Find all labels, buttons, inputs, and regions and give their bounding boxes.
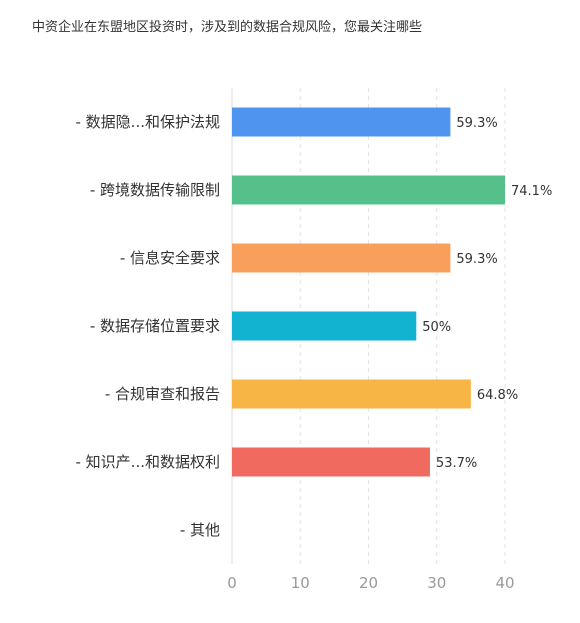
x-tick-label: 40 [495,574,514,592]
category-label: - 跨境数据传输限制 [90,181,220,199]
data-label: 59.3% [456,116,497,131]
category-label: - 数据隐...和保护法规 [76,113,221,131]
data-label: 53.7% [436,456,477,471]
bar [232,311,417,341]
bar [232,243,451,273]
x-tick-label: 10 [291,574,310,592]
category-label: - 信息安全要求 [120,249,220,267]
category-label: - 合规审查和报告 [105,385,220,403]
data-label: 74.1% [511,184,552,199]
bar [232,447,430,477]
bar [232,175,505,205]
category-label: - 其他 [180,521,220,539]
bar [232,379,471,409]
bar [232,107,451,137]
chart-title: 中资企业在东盟地区投资时，涉及到的数据合规风险，您最关注哪些 [32,20,423,35]
data-label: 64.8% [477,388,518,403]
x-tick-label: 20 [359,574,378,592]
data-label: 50% [422,320,451,335]
x-tick-label: 30 [427,574,446,592]
category-label: - 知识产...和数据权利 [76,453,221,471]
x-tick-label: 0 [227,574,237,592]
data-label: 59.3% [456,252,497,267]
category-label: - 数据存储位置要求 [90,317,220,335]
